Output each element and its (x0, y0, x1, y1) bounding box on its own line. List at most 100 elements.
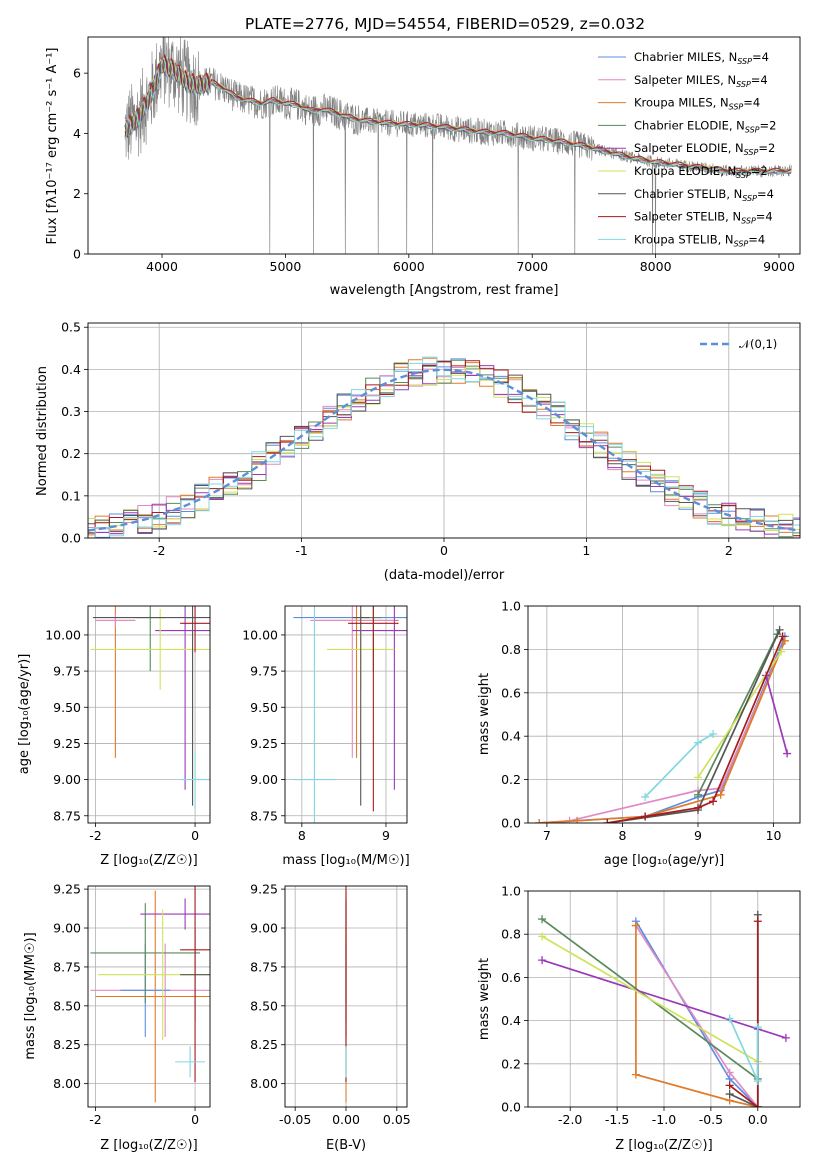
legend-subscript: SSP (736, 80, 751, 89)
weight-point (631, 1070, 640, 1079)
legend-subscript: SSP (745, 125, 760, 134)
x-axis-label: E(B-V) (326, 1138, 366, 1153)
weight-series-line (635, 925, 758, 1107)
y-tick-label: 9.25 (53, 736, 81, 751)
x-tick-label: 0.0 (748, 1112, 768, 1127)
x-tick-label: -1 (295, 543, 307, 558)
weight-point (603, 819, 612, 823)
x-tick-label: 0.00 (332, 1112, 360, 1127)
y-tick-label: 9.50 (53, 700, 81, 715)
legend-entry-value: =4 (757, 187, 774, 201)
residuals-plot-area (88, 323, 800, 538)
weight-series-line (541, 959, 787, 1039)
weight-series-line (539, 640, 786, 823)
spectrum-plot-area (124, 37, 792, 254)
legend-entry-value: =2 (751, 164, 768, 178)
x-tick-label: 10 (766, 828, 782, 843)
weight-series-line (541, 935, 759, 1063)
weight-point (753, 1023, 762, 1032)
x-tick-label: 0 (191, 828, 199, 843)
y-tick-label: 9.25 (53, 882, 81, 897)
x-tick-label: -2.0 (558, 1112, 582, 1127)
weight-point (780, 636, 789, 645)
x-axis-label: Z [log₁₀(Z/Z☉)] (615, 1138, 712, 1153)
legend-entry-name: Kroupa ELODIE, N (634, 164, 736, 178)
y-tick-label: 9.00 (53, 921, 81, 936)
y-tick-label: 2 (73, 186, 81, 201)
y-tick-label: 0.6 (501, 970, 521, 985)
weight-point (775, 625, 784, 634)
weight-point (716, 790, 725, 799)
x-tick-label: -2 (89, 828, 101, 843)
y-tick-label: 9.50 (250, 700, 278, 715)
y-axis-label: mass weight (477, 958, 492, 1040)
residual-histogram (88, 360, 800, 538)
weight-point (753, 917, 762, 926)
weight-point (641, 792, 650, 801)
legend-subscript: SSP (737, 57, 752, 66)
y-tick-label: 0.2 (501, 1056, 521, 1071)
y-tick-label: 0.6 (501, 685, 521, 700)
spectrum-model-line (124, 56, 792, 175)
legend-subscript: SSP (729, 103, 744, 112)
y-tick-label: 0.0 (501, 816, 521, 831)
legend-entry-name: Kroupa STELIB, N (634, 232, 734, 246)
residual-histogram (88, 362, 800, 531)
y-tick-label: 0.1 (61, 488, 81, 503)
y-tick-label: 0.5 (61, 320, 81, 335)
x-tick-label: 8 (298, 828, 306, 843)
y-tick-label: 1.0 (501, 599, 521, 614)
weight-vs-age-plot-area (528, 606, 800, 823)
legend-entry-name: Kroupa MILES, N (634, 96, 729, 110)
y-tick-label: 1.0 (501, 884, 521, 899)
spectrum-model-line (124, 53, 792, 172)
weight-point (725, 1081, 734, 1090)
weight-vs-age-frame (527, 605, 801, 824)
y-tick-label: 8.75 (250, 808, 278, 823)
x-tick-label: 9000 (763, 259, 795, 274)
legend-subscript: SSP (736, 171, 751, 180)
legend-entry-value: =4 (752, 50, 769, 64)
legend-entry-name: Salpeter MILES, N (634, 73, 736, 87)
x-tick-label: 9 (382, 828, 390, 843)
spectrum-data-line (124, 37, 792, 254)
y-axis-label: mass [log₁₀(M/M☉)] (23, 932, 38, 1059)
x-axis-label: age [log₁₀(age/yr)] (604, 853, 725, 868)
weight-point (753, 1103, 762, 1107)
age-vs-mass-frame (284, 605, 408, 824)
weight-series-line (729, 921, 759, 1107)
age-vs-Z-frame (87, 605, 211, 824)
weight-point (725, 1014, 734, 1023)
x-tick-label: 0 (191, 1112, 199, 1127)
legend-entry: Kroupa ELODIE, NSSP=2 (634, 164, 768, 180)
y-tick-label: 0.4 (501, 1013, 521, 1028)
legend-entry: Salpeter ELODIE, NSSP=2 (634, 141, 775, 157)
x-tick-label: 7000 (516, 259, 548, 274)
y-tick-label: 0.3 (61, 404, 81, 419)
weight-point (641, 812, 650, 821)
y-tick-label: 8.50 (53, 998, 81, 1013)
weight-point (694, 738, 702, 747)
mass-vs-Z-plot-area (88, 886, 210, 1107)
legend-subscript: SSP (741, 217, 756, 226)
x-axis-label: (data-model)/error (384, 568, 505, 583)
legend-entry-name: Salpeter STELIB, N (634, 210, 741, 224)
x-tick-label: 8000 (640, 259, 672, 274)
weight-point (631, 921, 640, 930)
x-tick-label: 0 (440, 543, 448, 558)
spectrum-frame (87, 36, 801, 255)
weight-vs-Z-frame (527, 890, 801, 1108)
y-axis-label: age [log₁₀(age/yr)] (17, 654, 32, 775)
x-tick-label: 8 (618, 828, 626, 843)
weight-point (538, 956, 547, 965)
legend-entry-value: =2 (760, 118, 777, 132)
x-tick-label: 6000 (393, 259, 425, 274)
y-tick-label: 9.75 (250, 664, 278, 679)
y-tick-label: 8.75 (53, 808, 81, 823)
residual-histogram (88, 359, 800, 538)
y-axis-label: mass weight (477, 673, 492, 755)
y-tick-label: 8.00 (53, 1076, 81, 1091)
weight-point (538, 915, 547, 924)
weight-series-line (765, 675, 789, 754)
